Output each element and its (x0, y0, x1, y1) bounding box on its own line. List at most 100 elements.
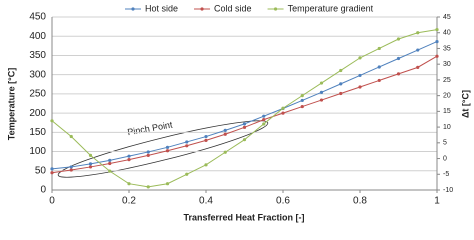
point-marker (358, 85, 362, 89)
y-tick-label: 450 (29, 12, 46, 23)
point-marker (435, 40, 439, 44)
x-tick-label: 0 (49, 196, 55, 207)
point-marker (165, 182, 170, 186)
y-tick-label: 100 (29, 146, 46, 157)
point-marker (396, 37, 401, 41)
x-tick-label: 1 (434, 196, 440, 207)
point-marker (435, 27, 439, 32)
point-marker (319, 98, 324, 102)
y2-tick-label: 5 (443, 140, 447, 147)
legend-label: Temperature gradient (288, 3, 374, 13)
point-marker (396, 56, 401, 61)
point-marker (127, 182, 131, 186)
y-tick-label: 150 (29, 127, 46, 138)
point-marker (146, 153, 150, 157)
y2-tick-label: 35 (443, 45, 451, 52)
point-marker (416, 31, 420, 35)
y2-tick-label: 40 (443, 30, 451, 37)
point-marker (185, 172, 189, 176)
annotation: Pinch Point (127, 119, 174, 137)
pinch-ellipse (57, 120, 269, 178)
point-marker (69, 168, 73, 172)
point-marker (204, 163, 208, 167)
y-tick-label: 350 (29, 50, 46, 61)
legend-marker (131, 7, 135, 11)
point-marker (108, 169, 112, 173)
point-marker (300, 104, 304, 109)
point-marker (223, 132, 227, 136)
point-marker (358, 56, 362, 60)
point-marker (396, 72, 401, 76)
y-axis-title: Temperature [°C] (6, 68, 16, 140)
y2-tick-label: -5 (443, 171, 449, 178)
point-marker (69, 134, 73, 139)
y2-tick-label: 15 (443, 108, 451, 115)
x-axis-title: Transferred Heat Fraction [-] (183, 212, 304, 222)
series-line (51, 41, 438, 170)
chart: Temperature [°C] Δt [°C] Transferred Hea… (6, 3, 470, 222)
y-tick-label: 50 (35, 165, 47, 176)
point-marker (185, 140, 189, 144)
y2-tick-label: 10 (443, 124, 451, 131)
point-marker (185, 144, 189, 148)
point-marker (319, 81, 324, 85)
point-marker (339, 82, 343, 86)
x-tick-label: 0.2 (122, 196, 136, 207)
point-marker (300, 98, 304, 103)
point-marker (50, 167, 54, 171)
x-tick-label: 0.6 (276, 196, 290, 207)
point-marker (108, 158, 112, 162)
legend-marker (200, 7, 204, 11)
y-tick-label: 200 (29, 108, 46, 119)
point-marker (146, 185, 150, 189)
point-marker (377, 65, 381, 69)
y2-tick-label: -10 (443, 187, 453, 194)
point-marker (165, 145, 170, 149)
point-marker (377, 78, 381, 83)
point-marker (262, 118, 266, 122)
point-marker (146, 150, 150, 154)
point-marker (127, 154, 131, 158)
x-tick-label: 0.4 (199, 196, 213, 207)
point-marker (377, 46, 381, 51)
point-marker (281, 106, 285, 110)
point-marker (300, 94, 304, 98)
point-marker (358, 73, 362, 78)
y-tick-label: 250 (29, 89, 46, 100)
point-marker (165, 149, 170, 153)
point-marker (281, 111, 285, 115)
point-marker (416, 48, 420, 52)
point-marker (242, 125, 247, 129)
y2-tick-label: 25 (443, 77, 451, 84)
point-marker (435, 54, 439, 58)
y-tick-label: 300 (29, 69, 46, 80)
x-tick-label: 0.8 (353, 196, 367, 207)
point-marker (127, 158, 131, 162)
point-marker (50, 119, 54, 123)
point-marker (416, 65, 420, 69)
point-marker (319, 90, 324, 94)
y-tick-label: 400 (29, 31, 46, 42)
point-marker (88, 153, 93, 157)
legend-label: Hot side (145, 3, 178, 13)
point-marker (223, 128, 227, 133)
point-marker (339, 68, 343, 73)
y2-axis-title: Δt [°C] (460, 90, 470, 118)
point-marker (204, 138, 208, 143)
point-marker (242, 122, 247, 126)
legend-marker (273, 7, 278, 11)
point-marker (204, 134, 208, 139)
y2-tick-label: 0 (443, 155, 447, 162)
point-marker (50, 171, 54, 175)
point-marker (262, 114, 266, 118)
point-marker (108, 161, 112, 166)
series-line (51, 55, 438, 174)
point-marker (69, 165, 73, 169)
point-marker (88, 165, 93, 169)
y-tick-label: 0 (40, 185, 46, 196)
point-marker (339, 91, 343, 96)
y2-tick-label: 30 (443, 61, 451, 68)
point-marker (242, 138, 247, 142)
y2-tick-label: 20 (443, 92, 451, 99)
point-marker (262, 122, 266, 126)
